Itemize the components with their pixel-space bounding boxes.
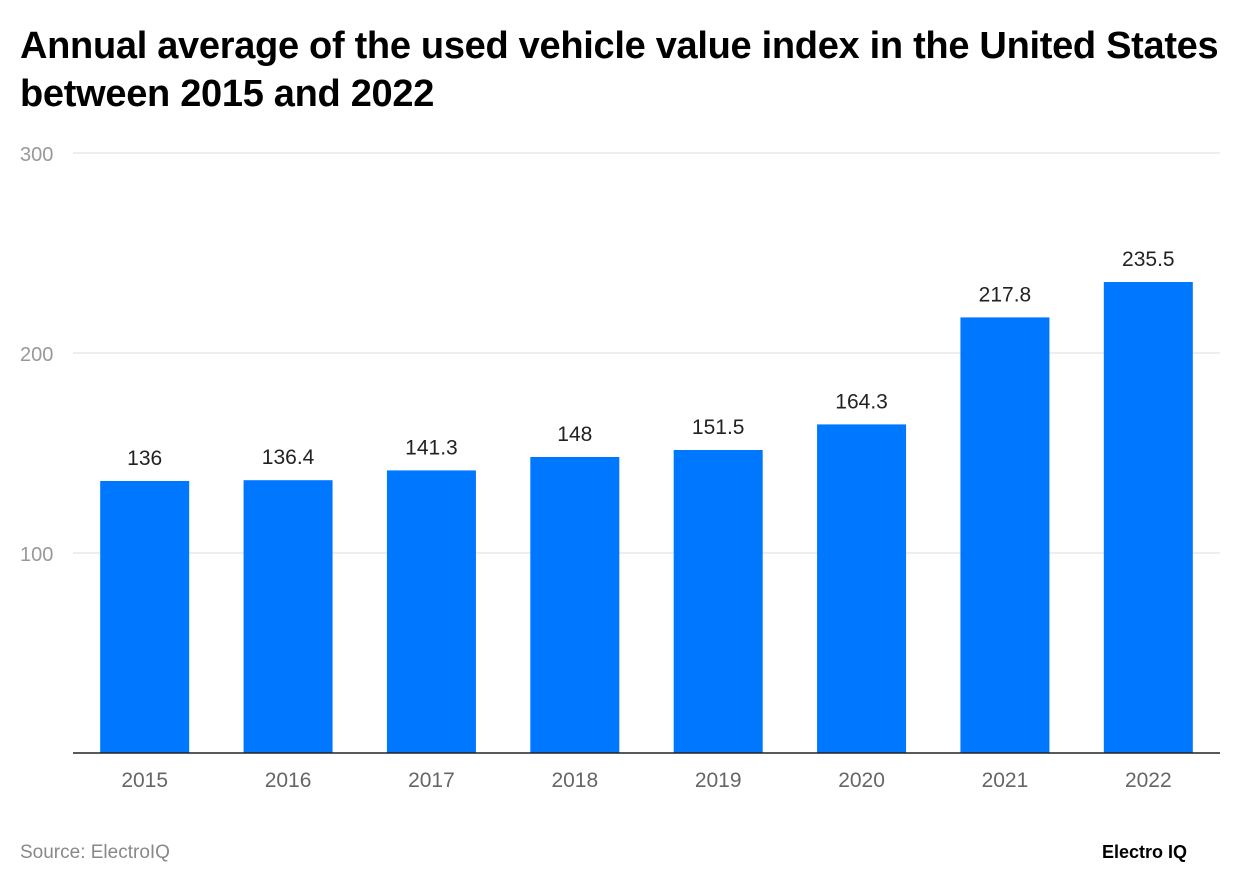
x-tick-label: 2020 xyxy=(838,769,885,792)
data-label: 148 xyxy=(557,423,592,446)
bar xyxy=(243,480,333,753)
x-tick-label: 2022 xyxy=(1125,769,1172,792)
x-tick-label: 2017 xyxy=(408,769,455,792)
x-tick-label: 2019 xyxy=(695,769,742,792)
chart-title: Annual average of the used vehicle value… xyxy=(20,25,1219,115)
x-tick-label: 2021 xyxy=(982,769,1029,792)
source-note: Source: ElectroIQ xyxy=(20,842,170,863)
bar xyxy=(1103,282,1193,753)
y-tick-label: 100 xyxy=(20,544,53,566)
data-label: 217.8 xyxy=(979,283,1032,306)
x-tick-label: 2016 xyxy=(265,769,312,792)
bar xyxy=(817,424,907,753)
bar xyxy=(100,481,190,753)
data-label: 141.3 xyxy=(405,436,458,459)
bar xyxy=(386,470,476,753)
y-tick-label: 200 xyxy=(20,344,53,366)
x-tick-label: 2015 xyxy=(121,769,168,792)
bar xyxy=(530,457,620,753)
electroiq-logo: Electro IQ xyxy=(1102,842,1188,862)
bar xyxy=(960,317,1050,753)
data-label: 151.5 xyxy=(692,416,745,439)
x-tick-label: 2018 xyxy=(551,769,598,792)
data-label: 136 xyxy=(127,447,162,470)
bar xyxy=(673,450,763,753)
data-label: 164.3 xyxy=(835,390,888,413)
data-label: 136.4 xyxy=(262,446,315,469)
y-tick-label: 300 xyxy=(20,144,53,166)
data-label: 235.5 xyxy=(1122,248,1175,271)
